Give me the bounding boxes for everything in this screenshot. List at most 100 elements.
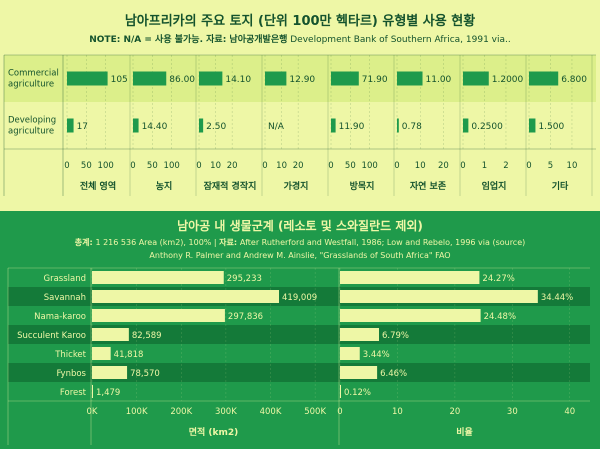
x-tick-label: 30 xyxy=(507,407,518,417)
x-tick-label: 100K xyxy=(126,407,148,417)
panel-2: 0 10 20 14.10 2.50 잠재적 경작지 xyxy=(196,55,263,196)
x-tick-label: 20 xyxy=(227,161,238,171)
top-chart-subtitle-source: Development Bank of Southern Africa, 199… xyxy=(287,35,510,45)
biome-bar-0-5 xyxy=(92,366,128,379)
x-tick-label: 0 xyxy=(262,161,267,171)
data-label: 14.40 xyxy=(142,122,168,132)
bottom-chart-subtitle-line2: Anthony R. Palmer and Andrew M. Ainslie,… xyxy=(149,251,450,260)
x-tick-label: 10 xyxy=(276,161,287,171)
x-tick-label: 0 xyxy=(196,161,201,171)
panel-6: 0 1 2 1.2000 0.2500 임업지 xyxy=(460,55,527,196)
data-label: 71.90 xyxy=(362,75,388,85)
x-tick-label: 10 xyxy=(392,407,403,417)
row-label-1: Developing agriculture xyxy=(8,116,56,137)
x-tick-label: 10 xyxy=(415,161,426,171)
data-label: 1,479 xyxy=(96,388,120,398)
biome-label-1: Savannah xyxy=(44,293,86,303)
biome-bar-0-4 xyxy=(92,347,111,360)
x-tick-label: 0 xyxy=(394,161,399,171)
data-label: 41,818 xyxy=(114,350,144,360)
biome-bar-0-2 xyxy=(92,309,225,322)
data-label: 105 xyxy=(111,75,128,85)
data-label: 1.2000 xyxy=(492,75,524,85)
row-band-1 xyxy=(4,102,596,149)
data-label: N/A xyxy=(268,122,285,132)
source-text: After Rutherford and Westfall, 1986; Low… xyxy=(240,238,525,247)
bar-1-0 xyxy=(133,71,167,86)
biome-row-band-4 xyxy=(8,344,590,363)
data-label: 6.79% xyxy=(382,331,409,341)
biome-bar-1-5 xyxy=(340,366,378,379)
x-tick-label: 0 xyxy=(64,161,69,171)
x-tick-label: 400K xyxy=(260,407,282,417)
x-tick-label: 200K xyxy=(170,407,192,417)
data-label: 11.00 xyxy=(426,75,452,85)
axis-title: 비율 xyxy=(456,426,473,438)
x-tick-label: 300K xyxy=(215,407,237,417)
bottom-chart: Grassland Savannah Nama-karoo Succulent Kar… xyxy=(7,267,590,445)
data-label: 2.50 xyxy=(206,122,226,132)
bar-2-0 xyxy=(199,71,223,86)
total-value: 1 216 536 Area (km2), 100% | xyxy=(95,238,219,247)
x-tick-label: 0 xyxy=(130,161,135,171)
biome-bar-0-0 xyxy=(92,271,224,284)
bar-5-1 xyxy=(397,118,399,133)
data-label: 1.500 xyxy=(538,122,564,132)
data-label: 419,009 xyxy=(282,293,317,303)
panel-title: 잠재적 경작지 xyxy=(204,180,257,192)
biome-bar-1-3 xyxy=(340,328,380,341)
x-tick-label: 100 xyxy=(164,161,180,171)
panel-title: 방목지 xyxy=(350,180,375,192)
row-label-line: Developing xyxy=(8,116,56,126)
biome-row-band-5 xyxy=(8,363,590,382)
x-tick-label: 20 xyxy=(293,161,304,171)
biome-row-band-6 xyxy=(8,382,590,401)
top-chart-subtitle-label: NOTE: N/A = 사용 불가능. 자료: 남아공개발은행 xyxy=(89,33,287,45)
bar-2-1 xyxy=(199,118,204,133)
bar-3-0 xyxy=(265,71,287,86)
x-tick-label: 10 xyxy=(210,161,221,171)
x-tick-label: 2 xyxy=(503,161,508,171)
biome-bar-1-2 xyxy=(340,309,481,322)
panel-4: 0 50 100 71.90 11.90 방목지 xyxy=(328,55,395,196)
row-label-line: Commercial xyxy=(8,69,59,79)
biome-label-3: Succulent Karoo xyxy=(17,331,86,341)
data-label: 6.46% xyxy=(380,369,407,379)
biome-row-band-3 xyxy=(8,325,590,344)
x-tick-label: 500K xyxy=(304,407,326,417)
biome-bar-0-1 xyxy=(92,290,280,303)
data-label: 295,233 xyxy=(227,274,262,284)
x-tick-label: 40 xyxy=(564,407,575,417)
top-chart-subtitle: NOTE: N/A = 사용 불가능. 자료: 남아공개발은행 Developm… xyxy=(89,33,510,45)
data-label: 78,570 xyxy=(130,369,160,379)
panel-title: 가경지 xyxy=(284,180,309,192)
data-label: 6.800 xyxy=(561,75,587,85)
bar-0-0 xyxy=(67,71,108,86)
biome-label-4: Thicket xyxy=(54,350,86,360)
biome-panel-1: 0 10 20 30 40 24.27% 34.44% 24.48% 6.79% 3.44% 6.4… xyxy=(337,268,575,438)
data-label: 34.44% xyxy=(541,293,573,303)
bottom-chart-subtitle-line1: 총계: 1 216 536 Area (km2), 100% | 자료: Aft… xyxy=(75,237,526,247)
panel-title: 전체 영역 xyxy=(80,180,116,192)
data-label: 3.44% xyxy=(363,350,390,360)
biome-bar-1-6 xyxy=(340,385,341,398)
x-tick-label: 5 xyxy=(548,161,553,171)
row-label-line: agriculture xyxy=(8,80,54,90)
row-label-0: Commercial agriculture xyxy=(8,69,59,90)
bar-4-0 xyxy=(331,71,359,86)
x-tick-label: 50 xyxy=(81,161,92,171)
panel-3: 0 10 20 12.90 N/A 가경지 xyxy=(262,55,329,196)
biome-label-0: Grassland xyxy=(44,274,87,284)
data-label: 0.2500 xyxy=(471,122,503,132)
panel-title: 임업지 xyxy=(482,180,507,192)
bar-5-0 xyxy=(397,71,423,86)
data-label: 0.78 xyxy=(402,122,422,132)
panel-title: 농지 xyxy=(156,180,173,192)
data-label: 17 xyxy=(77,122,88,132)
x-tick-label: 20 xyxy=(438,161,449,171)
bar-6-0 xyxy=(463,71,489,86)
biome-bar-1-0 xyxy=(340,271,480,284)
